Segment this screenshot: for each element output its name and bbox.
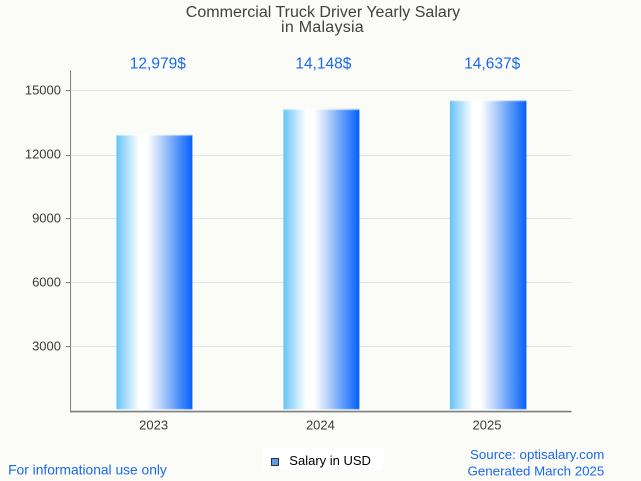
svg-text:Salary in USD: Salary in USD <box>289 453 371 468</box>
svg-text:2023: 2023 <box>139 418 168 433</box>
svg-text:For informational use only: For informational use only <box>8 463 167 478</box>
svg-text:12,979$: 12,979$ <box>130 56 186 73</box>
svg-text:Commercial Truck Driver Yearly: Commercial Truck Driver Yearly Salary <box>186 3 460 21</box>
svg-text:14,148$: 14,148$ <box>295 56 351 73</box>
svg-text:15000: 15000 <box>25 83 61 98</box>
svg-text:Source: optisalary.com: Source: optisalary.com <box>470 447 604 462</box>
svg-text:2025: 2025 <box>473 418 502 433</box>
svg-text:9000: 9000 <box>32 211 61 226</box>
svg-text:6000: 6000 <box>32 275 61 290</box>
svg-text:14,637$: 14,637$ <box>464 56 520 73</box>
svg-text:12000: 12000 <box>25 147 61 162</box>
svg-text:3000: 3000 <box>32 339 61 354</box>
svg-text:Generated March 2025: Generated March 2025 <box>468 464 605 479</box>
svg-text:2024: 2024 <box>306 418 335 433</box>
svg-text:in Malaysia: in Malaysia <box>281 18 364 36</box>
